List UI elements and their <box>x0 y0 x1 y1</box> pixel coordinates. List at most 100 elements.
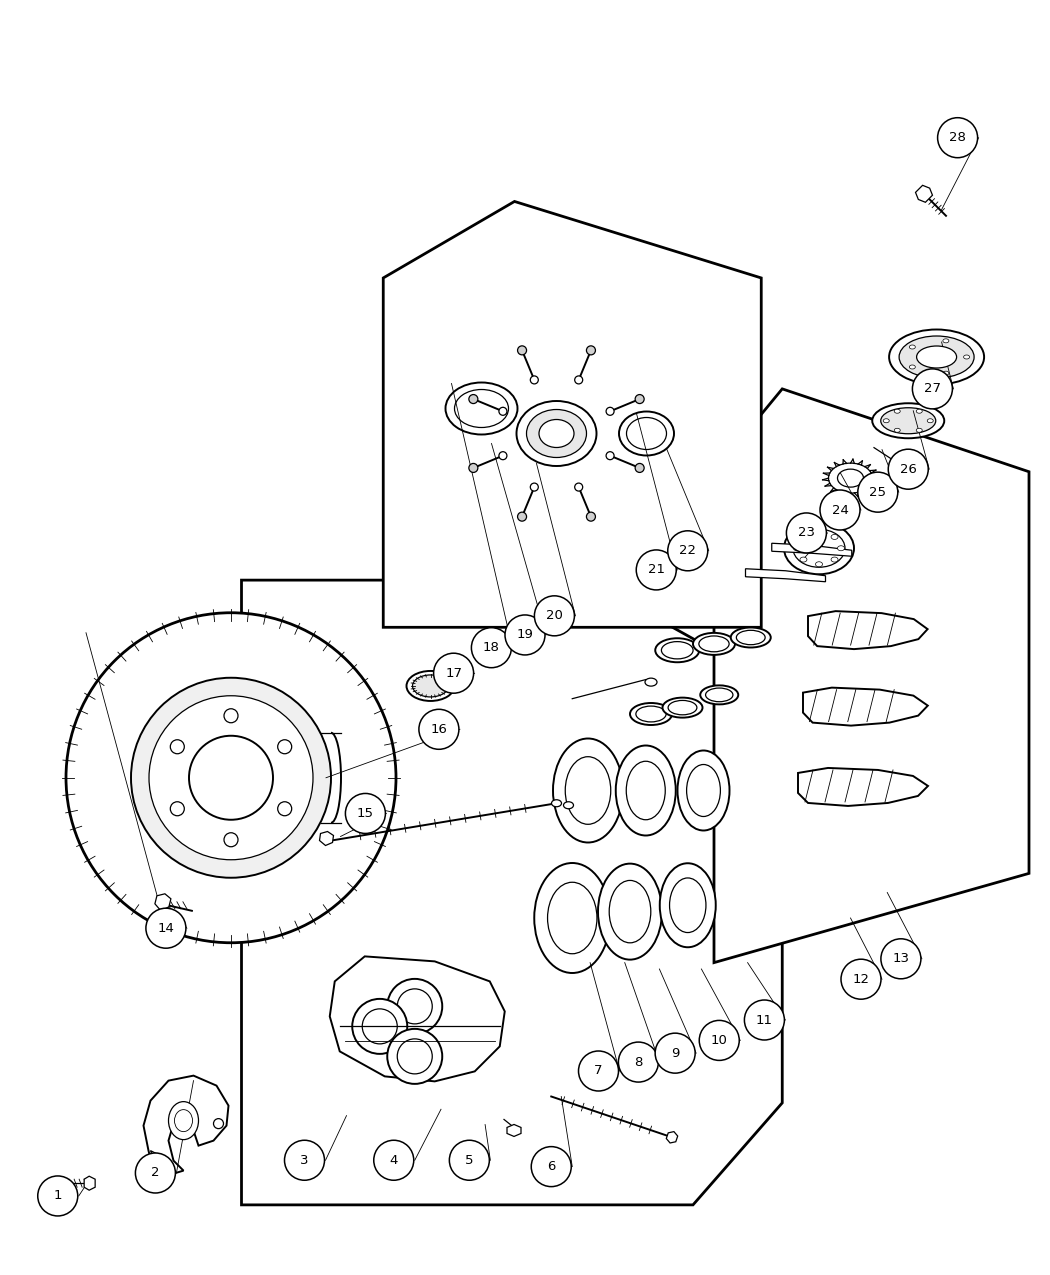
Ellipse shape <box>149 696 313 859</box>
Circle shape <box>786 513 826 553</box>
Ellipse shape <box>816 529 822 534</box>
Ellipse shape <box>530 376 539 384</box>
Ellipse shape <box>645 678 657 686</box>
Polygon shape <box>808 611 927 649</box>
Circle shape <box>531 1146 571 1187</box>
Ellipse shape <box>387 979 442 1034</box>
Text: 20: 20 <box>546 609 563 622</box>
Text: 9: 9 <box>671 1047 679 1060</box>
Polygon shape <box>155 894 171 910</box>
Ellipse shape <box>620 412 674 455</box>
Ellipse shape <box>224 833 238 847</box>
Text: 16: 16 <box>430 723 447 736</box>
Text: 11: 11 <box>756 1014 773 1026</box>
Ellipse shape <box>397 1039 433 1074</box>
Ellipse shape <box>636 706 666 722</box>
Text: 28: 28 <box>949 131 966 144</box>
Ellipse shape <box>635 394 644 404</box>
Ellipse shape <box>518 346 526 354</box>
Ellipse shape <box>927 418 933 423</box>
Polygon shape <box>242 580 782 1205</box>
Circle shape <box>449 1140 489 1181</box>
Ellipse shape <box>362 1009 397 1044</box>
Ellipse shape <box>564 802 573 808</box>
Text: 25: 25 <box>869 486 886 499</box>
Ellipse shape <box>964 354 969 360</box>
Ellipse shape <box>917 428 922 432</box>
Text: 17: 17 <box>445 667 462 680</box>
Circle shape <box>744 1000 784 1040</box>
Text: 14: 14 <box>158 922 174 935</box>
Ellipse shape <box>547 882 597 954</box>
Ellipse shape <box>627 417 667 450</box>
Ellipse shape <box>170 740 185 754</box>
Circle shape <box>938 117 978 158</box>
Ellipse shape <box>606 407 614 416</box>
Text: 13: 13 <box>892 952 909 965</box>
Ellipse shape <box>784 523 854 574</box>
Polygon shape <box>507 1125 521 1136</box>
Ellipse shape <box>615 746 676 835</box>
Circle shape <box>434 653 474 694</box>
Text: 18: 18 <box>483 641 500 654</box>
Text: 12: 12 <box>853 973 869 986</box>
Circle shape <box>881 938 921 979</box>
Ellipse shape <box>66 613 396 942</box>
Ellipse shape <box>693 632 735 655</box>
Ellipse shape <box>553 738 623 843</box>
Text: 26: 26 <box>900 463 917 476</box>
Circle shape <box>618 1042 658 1082</box>
Text: 10: 10 <box>711 1034 728 1047</box>
Polygon shape <box>798 768 928 806</box>
Ellipse shape <box>663 697 702 718</box>
Ellipse shape <box>609 881 651 942</box>
Text: 8: 8 <box>634 1056 643 1068</box>
Ellipse shape <box>168 1102 198 1140</box>
Circle shape <box>534 595 574 636</box>
Text: 22: 22 <box>679 544 696 557</box>
Ellipse shape <box>816 562 822 567</box>
Ellipse shape <box>539 419 574 448</box>
Text: 3: 3 <box>300 1154 309 1167</box>
Ellipse shape <box>670 878 706 932</box>
Polygon shape <box>714 389 1029 963</box>
Circle shape <box>912 368 952 409</box>
Text: 6: 6 <box>547 1160 555 1173</box>
Ellipse shape <box>909 365 916 368</box>
Ellipse shape <box>731 627 771 648</box>
Ellipse shape <box>943 339 949 343</box>
Ellipse shape <box>794 546 800 551</box>
Circle shape <box>38 1176 78 1216</box>
Circle shape <box>858 472 898 513</box>
Circle shape <box>135 1153 175 1193</box>
Ellipse shape <box>630 703 672 725</box>
Ellipse shape <box>518 513 526 521</box>
Ellipse shape <box>793 529 845 567</box>
Circle shape <box>419 709 459 750</box>
Ellipse shape <box>565 756 611 825</box>
Circle shape <box>505 615 545 655</box>
Ellipse shape <box>831 534 838 539</box>
Ellipse shape <box>131 678 331 877</box>
Ellipse shape <box>574 483 583 491</box>
Ellipse shape <box>838 546 844 551</box>
Ellipse shape <box>943 371 949 375</box>
Circle shape <box>285 1140 324 1181</box>
Ellipse shape <box>800 557 807 562</box>
Ellipse shape <box>587 346 595 354</box>
Polygon shape <box>330 956 505 1081</box>
Ellipse shape <box>909 346 916 349</box>
Ellipse shape <box>526 409 587 458</box>
Ellipse shape <box>828 463 873 493</box>
Circle shape <box>655 1033 695 1074</box>
Text: 23: 23 <box>798 527 815 539</box>
Text: 27: 27 <box>924 382 941 395</box>
Ellipse shape <box>469 463 478 473</box>
Circle shape <box>471 627 511 668</box>
Ellipse shape <box>895 428 900 432</box>
Ellipse shape <box>899 337 974 377</box>
Ellipse shape <box>387 1029 442 1084</box>
Polygon shape <box>803 687 928 725</box>
Ellipse shape <box>635 463 644 473</box>
Ellipse shape <box>517 402 596 465</box>
